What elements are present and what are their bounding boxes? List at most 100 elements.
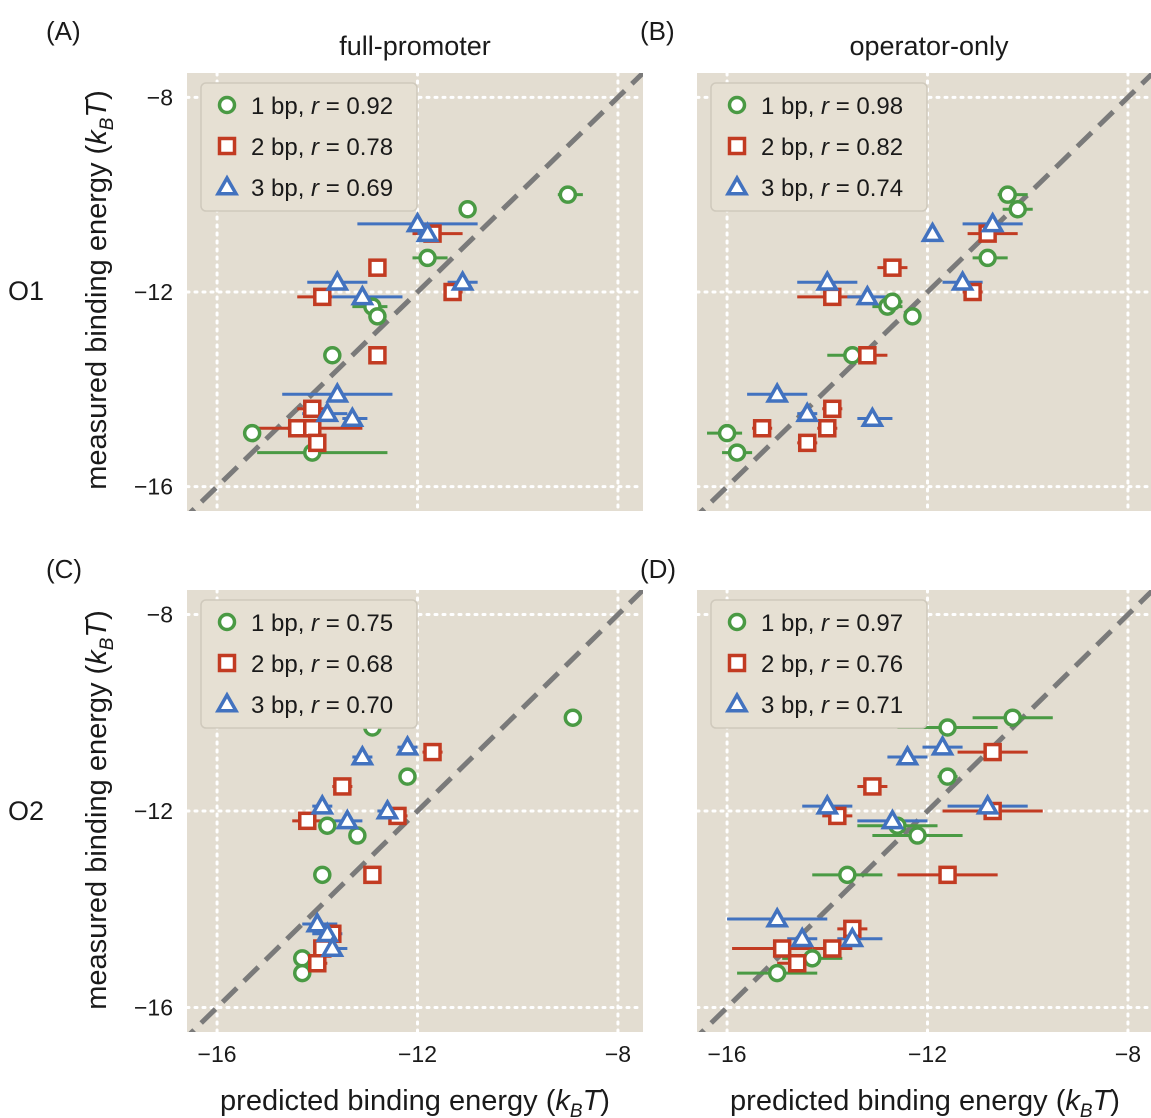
data-point-circle	[938, 767, 957, 786]
data-point-triangle	[315, 401, 340, 423]
panel-plot-area-b	[698, 73, 1151, 511]
legend-marker-triangle	[214, 174, 240, 196]
data-point-circle	[978, 248, 997, 268]
data-point-square	[303, 419, 322, 438]
legend-box	[200, 82, 418, 212]
legend-entry: 3 bp, r = 0.69	[251, 175, 393, 202]
legend-marker-circle	[217, 612, 237, 632]
panel-c: −8 −12 −16 −16 −12 −8 1 bp, r = 0.75 2 bp, r = …	[134, 588, 645, 1067]
data-point-circle	[1003, 708, 1022, 727]
data-point-square	[298, 811, 317, 831]
panel-letter-a: (A)	[46, 16, 81, 46]
panel-letter-c: (C)	[46, 554, 82, 584]
legend-marker-square	[727, 136, 747, 156]
panel-plot-area-d	[698, 590, 1151, 1032]
legend-box	[710, 82, 928, 212]
data-point-circle	[1008, 200, 1027, 219]
panel-plot-area-a	[188, 73, 643, 511]
legend-marker-triangle	[724, 691, 750, 713]
data-point-circle	[398, 767, 417, 786]
data-point-triangle	[340, 406, 365, 428]
data-point-circle	[293, 949, 312, 968]
data-point-triangle	[950, 269, 975, 291]
data-point-square	[797, 433, 817, 453]
legend-entry: 3 bp, r = 0.71	[761, 692, 903, 719]
x-tick-label: −8	[605, 1041, 631, 1067]
legend-marker-square	[217, 653, 237, 673]
legend-marker-square	[217, 136, 237, 156]
data-point-triangle	[765, 906, 790, 928]
data-point-square	[938, 865, 957, 885]
legend-marker-triangle	[214, 691, 240, 713]
data-point-triangle	[325, 269, 350, 291]
panel-b: 1 bp, r = 0.98 2 bp, r = 0.82 3 bp, r = 0.…	[695, 71, 1151, 513]
data-point-square	[287, 419, 307, 438]
data-point-square	[818, 419, 837, 438]
data-point-circle	[563, 708, 583, 727]
data-point-triangle	[375, 798, 400, 820]
legend-entry: 2 bp, r = 0.82	[761, 134, 903, 161]
data-point-circle	[767, 963, 787, 983]
data-point-circle	[803, 949, 822, 968]
legend-entry: 3 bp, r = 0.70	[251, 692, 393, 719]
legend-entry: 2 bp, r = 0.76	[761, 651, 903, 678]
data-point-square	[308, 953, 327, 973]
legend-entry: 2 bp, r = 0.68	[251, 651, 393, 678]
data-point-circle	[418, 248, 437, 268]
data-point-square	[368, 346, 387, 365]
panel-letter-b: (B)	[640, 16, 675, 46]
legend-entry: 2 bp, r = 0.78	[251, 134, 393, 161]
legend-marker-triangle	[724, 174, 750, 196]
data-point-circle	[323, 346, 342, 365]
panel-a: −8 −12 −16 1 bp, r = 0.92 2 bp, r = 0.78 3 bp…	[134, 71, 645, 513]
legend-entry: 1 bp, r = 0.98	[761, 93, 903, 120]
data-point-triangle	[815, 793, 840, 815]
data-point-circle	[368, 307, 387, 326]
data-point-triangle	[860, 406, 885, 428]
data-point-triangle	[415, 221, 440, 243]
y-tick-label: −12	[134, 798, 173, 824]
data-point-square	[368, 258, 387, 277]
x-axis-title-left: predicted binding energy (kBT)	[220, 1085, 610, 1118]
y-tick-label: −12	[134, 279, 173, 305]
diagonal-reference-line	[698, 73, 1151, 511]
data-point-triangle	[980, 211, 1005, 233]
diagonal-reference-line	[188, 590, 643, 1032]
panel-d: −16 −12 −8 1 bp, r = 0.97 2 bp, r = 0.76 3 bp…	[695, 588, 1151, 1067]
data-point-triangle	[790, 926, 815, 948]
data-point-square	[333, 777, 352, 796]
data-point-triangle	[895, 744, 920, 766]
data-point-square	[787, 953, 807, 973]
panel-letter-d: (D)	[640, 554, 676, 584]
legend-entry: 1 bp, r = 0.75	[251, 610, 393, 637]
data-point-circle	[558, 185, 578, 204]
data-point-triangle	[855, 284, 880, 306]
x-tick-label: −12	[908, 1041, 947, 1067]
data-point-square	[752, 419, 772, 438]
data-point-triangle	[880, 808, 905, 830]
data-point-circle	[348, 826, 367, 845]
legend-marker-square	[727, 653, 747, 673]
data-point-triangle	[405, 211, 430, 233]
data-point-triangle	[395, 734, 420, 756]
data-point-circle	[242, 423, 262, 443]
x-tick-label: −16	[198, 1041, 237, 1067]
data-point-triangle	[930, 734, 955, 756]
data-point-circle	[938, 718, 957, 737]
diagonal-reference-line	[698, 590, 1151, 1032]
data-point-square	[423, 742, 442, 762]
data-point-square	[303, 399, 322, 419]
data-point-triangle	[815, 269, 840, 291]
data-point-triangle	[920, 221, 945, 243]
y-tick-label: −8	[147, 602, 173, 628]
legend-entry: 3 bp, r = 0.74	[761, 175, 903, 202]
y-tick-label: −8	[147, 84, 173, 110]
y-axis-title-top: measured binding energy (kBT)	[81, 90, 118, 490]
data-point-square	[863, 777, 882, 796]
legend-entry: 1 bp, r = 0.97	[761, 610, 903, 637]
data-point-triangle	[305, 911, 330, 933]
data-point-triangle	[765, 381, 790, 403]
data-point-circle	[843, 346, 862, 365]
data-point-circle	[313, 865, 332, 885]
